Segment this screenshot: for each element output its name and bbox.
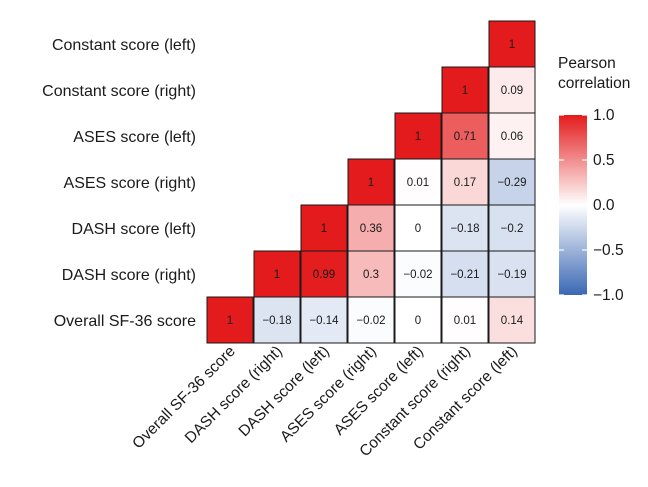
heatmap-cell: 1 <box>347 158 395 206</box>
cell-value-label: 0.3 <box>363 269 379 281</box>
cell-value-label: 1 <box>227 315 233 327</box>
cell-ases-score-right-x-ases-score-left <box>394 158 442 206</box>
heatmap-cell: 1 <box>488 20 536 68</box>
heatmap-cell: 1 <box>394 112 442 160</box>
heatmap-cell: 0.3 <box>347 250 395 298</box>
cell-value-label: 0.06 <box>501 131 523 143</box>
legend-tick-label: −0.5 <box>593 242 624 259</box>
color-legend: Pearson correlation 1.0 0.5 0.0 −0.5 −1.0 <box>558 55 630 304</box>
cell-value-label: −0.21 <box>450 269 479 281</box>
cell-value-label: 1 <box>509 39 515 51</box>
cell-value-label: −0.02 <box>356 315 385 327</box>
cell-value-label: 0.01 <box>454 315 476 327</box>
heatmap-cell: −0.02 <box>347 296 395 344</box>
cell-overall-sf-36-score-x-ases-score-left <box>394 296 442 344</box>
heatmap-cell: 0.14 <box>488 296 536 344</box>
heatmap-cell: −0.21 <box>441 250 489 298</box>
heatmap-cell: 0 <box>394 204 442 252</box>
heatmap-cell: −0.2 <box>488 204 536 252</box>
cell-value-label: 1 <box>274 269 280 281</box>
cell-dash-score-right-x-constant-score-right <box>441 250 489 298</box>
cell-dash-score-right-x-dash-score-right <box>253 250 301 298</box>
cell-dash-score-right-x-dash-score-left <box>300 250 348 298</box>
heatmap-cell: 1 <box>300 204 348 252</box>
cell-ases-score-left-x-constant-score-left <box>488 112 536 160</box>
cell-value-label: −0.02 <box>403 269 432 281</box>
row-label-overall-sf-36-score: Overall SF-36 score <box>54 313 196 330</box>
cell-value-label: 0.71 <box>454 131 476 143</box>
row-label-constant-score-left: Constant score (left) <box>52 37 196 54</box>
heatmap-cell: −0.18 <box>253 296 301 344</box>
row-label-dash-score-right: DASH score (right) <box>62 267 196 284</box>
cell-value-label: 1 <box>321 223 327 235</box>
heatmap-cell: −0.18 <box>441 204 489 252</box>
heatmap-cells: 1 1 0.09 1 0.71 0.06 1 0.01 0.17 −0.29 1 0.36 0 −0.18… <box>206 20 536 344</box>
cell-overall-sf-36-score-x-ases-score-right <box>347 296 395 344</box>
legend-title-line: correlation <box>558 75 630 92</box>
heatmap-cell: −0.29 <box>488 158 536 206</box>
legend-title-line: Pearson <box>558 55 616 72</box>
heatmap-cell: 0 <box>394 296 442 344</box>
heatmap-cell: 1 <box>253 250 301 298</box>
row-label-constant-score-right: Constant score (right) <box>42 83 196 100</box>
cell-overall-sf-36-score-x-dash-score-right <box>253 296 301 344</box>
heatmap-cell: 0.17 <box>441 158 489 206</box>
cell-ases-score-left-x-ases-score-left <box>394 112 442 160</box>
cell-dash-score-left-x-constant-score-right <box>441 204 489 252</box>
heatmap-cell: −0.19 <box>488 250 536 298</box>
cell-value-label: 0 <box>415 223 421 235</box>
cell-value-label: −0.19 <box>497 269 526 281</box>
cell-ases-score-right-x-constant-score-left <box>488 158 536 206</box>
heatmap-cell: 0.01 <box>394 158 442 206</box>
cell-dash-score-right-x-ases-score-left <box>394 250 442 298</box>
cell-constant-score-right-x-constant-score-right <box>441 66 489 114</box>
cell-dash-score-right-x-constant-score-left <box>488 250 536 298</box>
row-label-dash-score-left: DASH score (left) <box>72 221 196 238</box>
heatmap-cell: −0.02 <box>394 250 442 298</box>
cell-constant-score-left-x-constant-score-left <box>488 20 536 68</box>
cell-value-label: −0.2 <box>501 223 524 235</box>
heatmap-cell: 0.09 <box>488 66 536 114</box>
cell-dash-score-left-x-dash-score-left <box>300 204 348 252</box>
cell-dash-score-right-x-ases-score-right <box>347 250 395 298</box>
cell-value-label: 0.01 <box>407 177 429 189</box>
cell-value-label: −0.18 <box>262 315 291 327</box>
cell-value-label: 0.36 <box>360 223 382 235</box>
cell-value-label: 0.09 <box>501 85 523 97</box>
cell-overall-sf-36-score-x-constant-score-left <box>488 296 536 344</box>
row-label-ases-score-left: ASES score (left) <box>73 129 196 146</box>
row-labels: Constant score (left) Constant score (rig… <box>42 37 196 330</box>
cell-value-label: 0 <box>415 315 421 327</box>
cell-value-label: −0.14 <box>309 315 339 327</box>
heatmap-cell: 0.01 <box>441 296 489 344</box>
cell-value-label: 0.17 <box>454 177 476 189</box>
cell-value-label: 1 <box>415 131 421 143</box>
row-label-ases-score-right: ASES score (right) <box>64 175 196 192</box>
heatmap-cell: 0.06 <box>488 112 536 160</box>
heatmap-cell: −0.14 <box>300 296 348 344</box>
cell-value-label: 0.99 <box>313 269 335 281</box>
legend-tick-label: 0.0 <box>593 197 615 214</box>
legend-tick-label: 0.5 <box>593 152 615 169</box>
heatmap-cell: 1 <box>206 296 254 344</box>
legend-tick-label: −1.0 <box>593 287 624 304</box>
cell-value-label: −0.29 <box>497 177 526 189</box>
cell-overall-sf-36-score-x-overall-sf-36-score <box>206 296 254 344</box>
cell-value-label: −0.18 <box>450 223 479 235</box>
heatmap-cell: 0.36 <box>347 204 395 252</box>
cell-value-label: 1 <box>368 177 374 189</box>
cell-value-label: 0.14 <box>501 315 524 327</box>
heatmap-cell: 0.99 <box>300 250 348 298</box>
cell-value-label: 1 <box>462 85 468 97</box>
cell-overall-sf-36-score-x-dash-score-left <box>300 296 348 344</box>
heatmap-cell: 0.71 <box>441 112 489 160</box>
heatmap-cell: 1 <box>441 66 489 114</box>
cell-dash-score-left-x-ases-score-right <box>347 204 395 252</box>
cell-overall-sf-36-score-x-constant-score-right <box>441 296 489 344</box>
legend-tick-label: 1.0 <box>593 107 615 124</box>
